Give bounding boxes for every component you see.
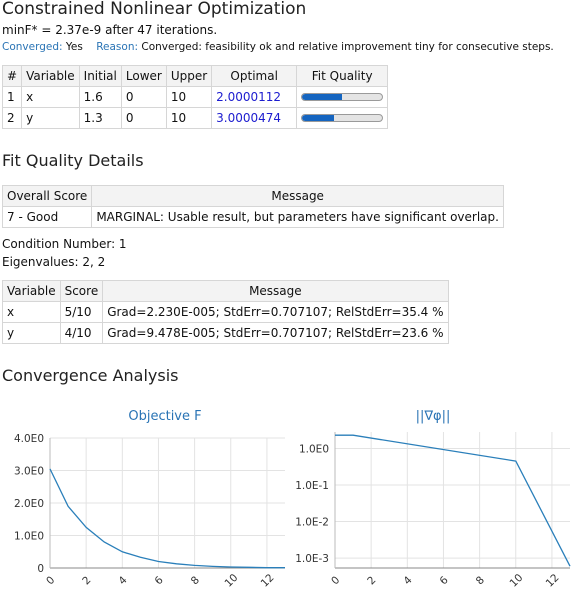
x-tick-label: 6 xyxy=(438,574,451,587)
x-tick-label: 0 xyxy=(44,574,57,587)
fit-quality-bar xyxy=(301,114,384,122)
cell-upper: 10 xyxy=(165,86,213,108)
cell-fit-quality xyxy=(296,86,389,108)
fit-quality-table: Overall Score Message 7 - Good MARGINAL:… xyxy=(1,185,504,228)
cell-lower: 0 xyxy=(120,107,167,129)
x-tick-label: 10 xyxy=(223,572,241,590)
convergence-status: Converged: Yes Reason: Converged: feasib… xyxy=(2,41,554,53)
cell-variable: x xyxy=(2,301,61,323)
x-tick-label: 4 xyxy=(116,574,129,587)
page-title: Constrained Nonlinear Optimization xyxy=(2,0,307,19)
fit-quality-fill xyxy=(302,94,343,100)
cell-initial: 1.3 xyxy=(78,107,122,129)
x-tick-label: 8 xyxy=(189,574,202,587)
objective-chart-title: Objective F xyxy=(128,409,202,424)
table-row: 1 x 1.6 0 10 2.0000112 xyxy=(1,86,389,108)
cell-message: Grad=9.478E-005; StdErr=0.707107; RelStd… xyxy=(102,322,449,344)
table-row: 2 y 1.3 0 10 3.0000474 xyxy=(1,107,389,129)
x-tick-label: 8 xyxy=(474,574,487,587)
table-row: y 4/10 Grad=9.478E-005; StdErr=0.707107;… xyxy=(2,322,449,344)
col-header-overall-score: Overall Score xyxy=(1,185,93,207)
y-tick-label: 3.0E0 xyxy=(14,466,44,478)
cell-initial: 1.6 xyxy=(78,86,122,108)
y-tick-label: 2.0E0 xyxy=(14,498,44,510)
converged-label: Converged: xyxy=(2,41,63,53)
fit-quality-fill xyxy=(302,115,335,121)
y-tick-label: 4.0E0 xyxy=(14,433,44,445)
series-line xyxy=(335,434,571,567)
y-tick-label: 1.0E0 xyxy=(14,531,44,543)
x-tick-label: 12 xyxy=(259,572,277,590)
cell-variable: x xyxy=(21,86,80,108)
cell-message: MARGINAL: Usable result, but parameters … xyxy=(91,206,504,228)
col-header-initial: Initial xyxy=(78,65,122,87)
eigenvalues: Eigenvalues: 2, 2 xyxy=(2,255,106,269)
col-header-upper: Upper xyxy=(165,65,213,87)
col-header-optimal: Optimal xyxy=(211,65,298,87)
x-tick-label: 6 xyxy=(153,574,166,587)
cell-variable: y xyxy=(2,322,61,344)
col-header-variable: Variable xyxy=(21,65,80,87)
cell-score: 4/10 xyxy=(59,322,104,344)
cell-score: 5/10 xyxy=(59,301,104,323)
cell-fit-quality xyxy=(296,107,389,129)
cell-optimal: 3.0000474 xyxy=(211,107,298,129)
variable-scores-table: Variable Score Message x 5/10 Grad=2.230… xyxy=(2,280,449,344)
x-tick-label: 4 xyxy=(401,574,414,587)
cell-overall-score: 7 - Good xyxy=(1,206,93,228)
converged-value: Yes xyxy=(65,41,83,53)
col-header-num: # xyxy=(1,65,23,87)
y-tick-label: 0 xyxy=(37,563,44,575)
fit-quality-bar xyxy=(301,93,384,101)
cell-message: Grad=2.230E-005; StdErr=0.707107; RelStd… xyxy=(102,301,449,323)
cell-optimal: 2.0000112 xyxy=(211,86,298,108)
reason-value: Converged: feasibility ok and relative i… xyxy=(141,41,554,53)
parameters-table: # Variable Initial Lower Upper Optimal F… xyxy=(1,65,389,129)
cell-variable: y xyxy=(21,107,80,129)
convergence-heading: Convergence Analysis xyxy=(2,366,179,385)
table-row: 7 - Good MARGINAL: Usable result, but pa… xyxy=(1,206,504,228)
fit-quality-heading: Fit Quality Details xyxy=(2,151,144,170)
condition-number: Condition Number: 1 xyxy=(2,237,127,251)
cell-num: 2 xyxy=(1,107,23,129)
quality-header-row: Overall Score Message xyxy=(1,185,504,207)
col-header-lower: Lower xyxy=(120,65,167,87)
col-header-fit-quality: Fit Quality xyxy=(296,65,389,87)
col-header-variable: Variable xyxy=(2,280,61,302)
col-header-score: Score xyxy=(59,280,104,302)
reason-label: Reason: xyxy=(96,41,139,53)
parameters-header-row: # Variable Initial Lower Upper Optimal F… xyxy=(1,65,389,87)
objective-chart: 0 1.0E0 2.0E0 3.0E0 4.0E0 0 2 4 6 8 10 12 xyxy=(14,433,285,590)
x-tick-label: 0 xyxy=(329,574,342,587)
y-tick-label: 1.0E-2 xyxy=(295,517,329,529)
cell-lower: 0 xyxy=(120,86,167,108)
summary-text: minF* = 2.37e-9 after 47 iterations. xyxy=(2,23,218,37)
x-tick-label: 2 xyxy=(365,574,378,587)
y-tick-label: 1.0E0 xyxy=(299,443,329,455)
y-tick-label: 1.0E-1 xyxy=(295,480,329,492)
table-row: x 5/10 Grad=2.230E-005; StdErr=0.707107;… xyxy=(2,301,449,323)
cell-num: 1 xyxy=(1,86,23,108)
y-tick-label: 1.0E-3 xyxy=(295,553,329,565)
cell-upper: 10 xyxy=(165,107,213,129)
gradient-chart-title: ||∇φ|| xyxy=(415,409,451,424)
series-line xyxy=(49,468,285,569)
x-tick-label: 2 xyxy=(80,574,93,587)
scores-header-row: Variable Score Message xyxy=(2,280,449,302)
gradient-norm-chart: 1.0E-3 1.0E-2 1.0E-1 1.0E0 0 2 4 6 8 10 12 xyxy=(295,432,571,590)
x-tick-label: 10 xyxy=(508,572,526,590)
x-tick-label: 12 xyxy=(544,572,562,590)
col-header-message: Message xyxy=(91,185,504,207)
col-header-message: Message xyxy=(102,280,449,302)
